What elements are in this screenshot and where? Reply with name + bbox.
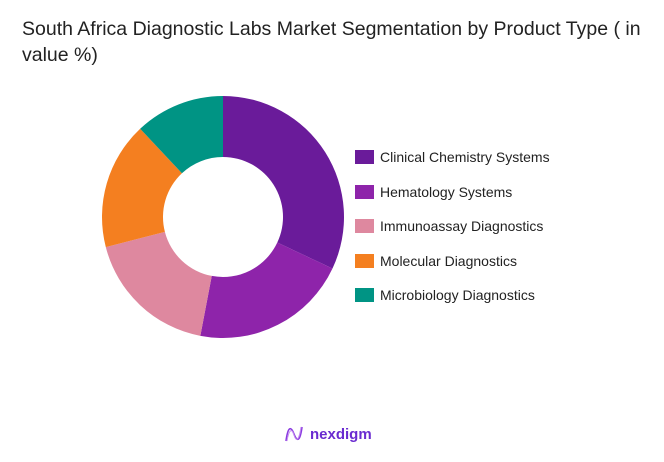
donut-slice-hematology-systems bbox=[200, 242, 333, 338]
donut-slice-microbiology-diagnostics bbox=[140, 96, 223, 174]
legend-item-molecular: Molecular Diagnostics bbox=[355, 244, 550, 279]
legend-item-hematology: Hematology Systems bbox=[355, 175, 550, 210]
legend-item-clinical-chemistry: Clinical Chemistry Systems bbox=[355, 140, 550, 175]
nexdigm-logo-icon bbox=[285, 426, 303, 442]
chart-legend: Clinical Chemistry Systems Hematology Sy… bbox=[355, 140, 550, 313]
donut-slice-clinical-chemistry-systems bbox=[223, 96, 344, 269]
legend-swatch bbox=[355, 288, 374, 303]
legend-swatch bbox=[355, 219, 374, 234]
legend-label: Hematology Systems bbox=[380, 183, 513, 200]
legend-item-immunoassay: Immunoassay Diagnostics bbox=[355, 209, 550, 244]
legend-label: Microbiology Diagnostics bbox=[380, 287, 535, 304]
legend-swatch bbox=[355, 253, 374, 268]
donut-slice-immunoassay-diagnostics bbox=[105, 231, 212, 336]
chart-title: South Africa Diagnostic Labs Market Segm… bbox=[22, 18, 641, 66]
legend-label: Clinical Chemistry Systems bbox=[380, 149, 550, 166]
brand-name: nexdigm bbox=[310, 425, 372, 443]
legend-swatch bbox=[355, 184, 374, 199]
legend-swatch bbox=[355, 150, 374, 165]
legend-label: Molecular Diagnostics bbox=[380, 252, 517, 269]
legend-item-microbiology: Microbiology Diagnostics bbox=[355, 278, 550, 313]
brand-footer: nexdigm bbox=[284, 424, 372, 444]
donut-slice-molecular-diagnostics bbox=[102, 128, 182, 248]
legend-label: Immunoassay Diagnostics bbox=[380, 218, 544, 235]
